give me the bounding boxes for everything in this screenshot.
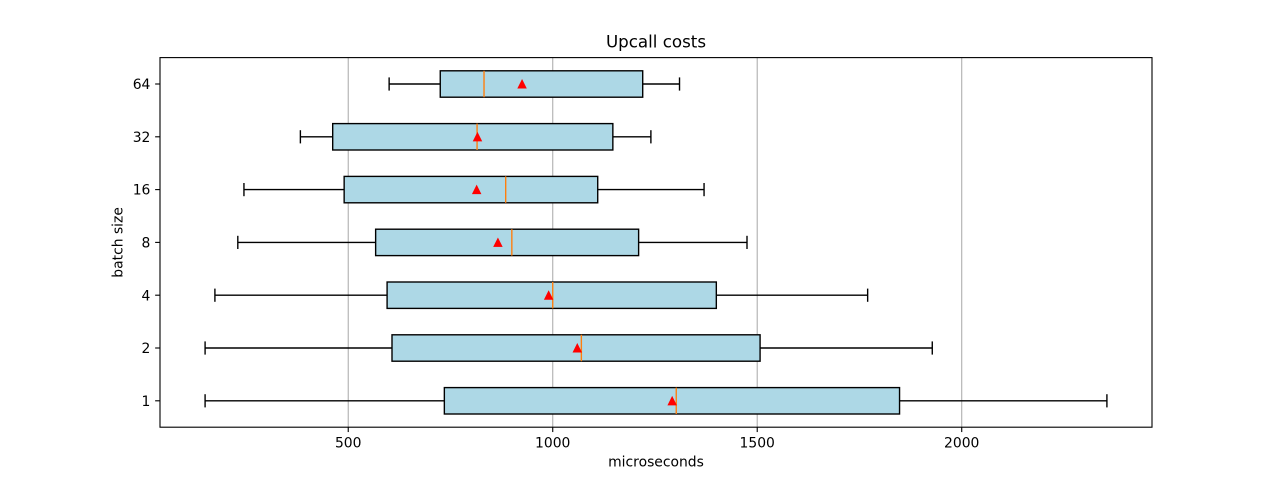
y-tick-label-1: 1: [142, 394, 151, 410]
iqr-box: [374, 228, 640, 257]
mean-marker: [667, 395, 677, 406]
y-tick-label-16: 16: [133, 183, 151, 199]
x-tick-label-1000: 1000: [535, 436, 570, 452]
axis-layer: 500 1000 1500 2000 1 2 4 8 16 32 64: [133, 57, 1153, 452]
box-group-batch-4: [214, 281, 869, 310]
mean-marker: [517, 79, 527, 89]
box-group-batch-8: [237, 228, 748, 257]
y-tick-label-32: 32: [133, 130, 151, 146]
box-layer: [204, 70, 1108, 415]
iqr-box: [439, 70, 644, 98]
mean-marker: [543, 290, 554, 300]
iqr-box: [343, 175, 599, 204]
y-tick-label-4: 4: [142, 288, 151, 304]
box-group-batch-32: [299, 122, 652, 151]
x-tick-label-500: 500: [335, 436, 362, 452]
y-tick-label-2: 2: [142, 341, 151, 357]
iqr-box: [332, 122, 614, 151]
mean-marker: [572, 343, 583, 353]
x-tick-label-1500: 1500: [740, 436, 775, 452]
y-tick-label-8: 8: [142, 236, 151, 252]
iqr-box: [386, 281, 718, 310]
mean-marker: [471, 184, 482, 195]
box-group-batch-1: [204, 386, 1108, 415]
y-tick-label-64: 64: [133, 77, 151, 93]
chart-title: Upcall costs: [606, 32, 706, 52]
box-group-batch-64: [388, 70, 681, 98]
x-tick-label-2000: 2000: [944, 436, 979, 452]
box-group-batch-2: [204, 334, 933, 362]
mean-marker: [472, 131, 483, 142]
mean-marker: [493, 237, 503, 247]
box-group-batch-16: [243, 175, 705, 204]
x-axis-label: microseconds: [608, 454, 704, 470]
y-axis-label: batch size: [110, 207, 126, 278]
